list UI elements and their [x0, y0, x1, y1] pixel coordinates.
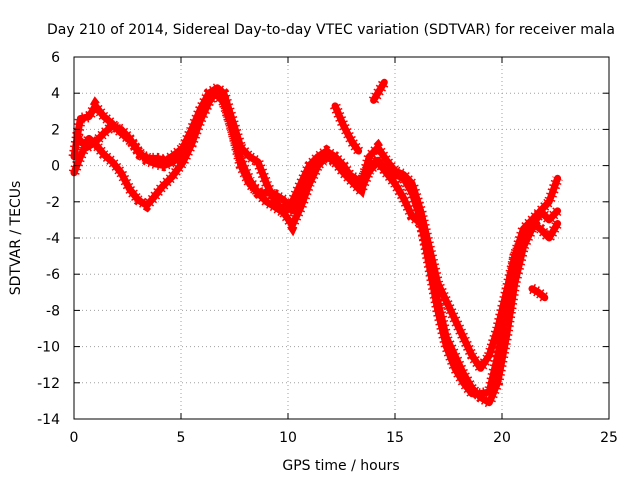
x-tick-label: 20 — [493, 430, 511, 446]
data-series — [68, 78, 563, 411]
y-tick-label: -2 — [46, 195, 60, 211]
y-tick-label: 0 — [51, 159, 60, 175]
y-tick-label: -6 — [46, 267, 60, 283]
gridlines — [74, 57, 609, 419]
segment-1-track — [331, 102, 363, 155]
x-axis-label: GPS time / hours — [282, 458, 399, 474]
x-tick-label: 5 — [177, 430, 186, 446]
y-tick-label: -14 — [37, 412, 60, 428]
segment-2-track-markers — [368, 79, 390, 104]
y-tick-label: -8 — [46, 303, 60, 319]
y-tick-label: 4 — [51, 86, 60, 102]
y-tick-label: -12 — [37, 376, 60, 392]
y-tick-label: -10 — [37, 340, 60, 356]
chart-title: Day 210 of 2014, Sidereal Day-to-day VTE… — [47, 22, 615, 38]
y-tick-label: -4 — [46, 231, 60, 247]
series-1-track-markers — [68, 81, 563, 379]
y-axis-label: SDTVAR / TECUs — [8, 181, 24, 296]
x-tick-label: 15 — [386, 430, 404, 446]
series-3-track-markers — [74, 84, 562, 400]
y-tick-label: 6 — [51, 50, 60, 66]
x-tick-label: 25 — [600, 430, 618, 446]
segment-3-track — [528, 285, 549, 302]
x-tick-label: 0 — [70, 430, 79, 446]
x-tick-label: 10 — [279, 430, 297, 446]
y-tick-label: 2 — [51, 122, 60, 138]
segment-1-track-markers — [330, 103, 364, 155]
tick-labels: 0 5 10 15 20 25 -14 -12 -10 -8 -6 -4 -2 0 2 4 6 — [37, 50, 618, 446]
